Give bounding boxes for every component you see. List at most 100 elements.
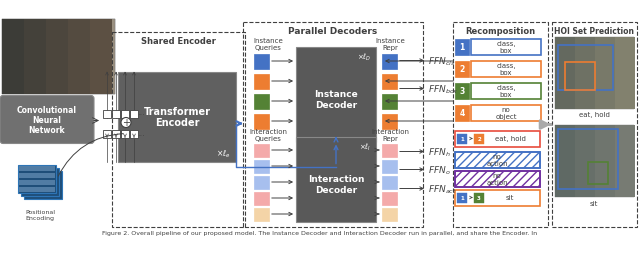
Text: 1: 1 [460,43,465,52]
Text: $\times \ell_D$: $\times \ell_D$ [356,52,371,63]
Bar [455,83,469,99]
Text: 3: 3 [477,195,481,200]
Bar [90,19,112,94]
Text: Interaction
Repr: Interaction Repr [371,129,409,141]
Bar [112,110,120,118]
Text: $FFN_{cls}$: $FFN_{cls}$ [428,55,456,68]
Bar [382,114,397,129]
Bar [243,22,423,227]
Bar [24,171,62,199]
Bar [18,165,56,193]
Bar [558,129,618,189]
Bar [455,105,469,121]
Bar [19,166,55,171]
Text: class,
box: class, box [496,41,516,54]
Text: 3: 3 [460,87,465,96]
Bar [457,193,467,203]
Text: $\times \ell_I$: $\times \ell_I$ [359,141,371,152]
Text: eat, hold: eat, hold [579,112,609,118]
Text: 2: 2 [477,136,481,141]
Bar [474,134,484,144]
Text: Interaction
Decoder: Interaction Decoder [308,174,364,194]
Bar [455,152,540,168]
Bar [254,176,269,189]
Bar [2,19,24,94]
Bar [552,22,637,227]
Bar [121,130,129,138]
Bar [254,114,269,129]
Bar [595,37,615,109]
Text: sit: sit [506,195,514,201]
Text: Instance
Decoder: Instance Decoder [314,90,358,109]
Text: 4: 4 [460,108,465,118]
Bar [112,32,245,227]
Bar [471,105,541,121]
Bar [555,37,575,109]
Bar [254,160,269,173]
Text: sit: sit [590,200,598,206]
Bar [474,193,484,203]
Bar [130,110,138,118]
Bar [455,190,540,206]
Bar [457,134,467,144]
Bar [565,62,595,90]
Bar [24,19,46,94]
Text: HOI Set Prediction: HOI Set Prediction [554,27,634,36]
Bar [555,125,634,197]
Text: 1: 1 [460,136,464,141]
Text: $\times \ell_e$: $\times \ell_e$ [216,148,231,160]
Bar [555,37,634,109]
Bar [382,192,397,205]
Bar [455,61,469,77]
Bar [558,45,613,90]
Text: no
object: no object [495,107,516,120]
Text: Shared Encoder: Shared Encoder [141,37,216,46]
Bar [471,83,541,99]
Bar [254,208,269,221]
Bar [296,137,376,222]
Bar [382,74,397,89]
Bar [21,168,59,196]
Text: Convolutional
Neural
Network: Convolutional Neural Network [17,105,77,135]
Bar [455,152,540,168]
Text: no
action: no action [486,153,508,166]
Text: +: + [122,118,130,128]
Bar [575,125,595,197]
Bar [382,94,397,109]
Bar [588,162,608,184]
Bar [19,180,55,185]
Bar [254,94,269,109]
Bar [118,72,236,162]
Text: ...: ... [137,108,145,117]
Bar [471,39,541,55]
Bar [2,19,115,94]
Bar [555,125,575,197]
Text: Transformer
Encoder: Transformer Encoder [143,106,211,128]
Bar [615,37,635,109]
Bar [103,130,111,138]
Bar [254,192,269,205]
Bar [19,187,55,192]
Text: $FFN_{act}$: $FFN_{act}$ [428,183,457,195]
Bar [382,176,397,189]
Bar [130,130,138,138]
Text: ...: ... [137,129,145,137]
Bar [455,39,469,55]
Bar [296,47,376,142]
Bar [254,54,269,69]
Bar [103,110,111,118]
Bar [254,74,269,89]
Bar [382,144,397,157]
Bar [471,61,541,77]
Bar [254,144,269,157]
Text: Interaction
Queries: Interaction Queries [249,129,287,141]
Bar [615,125,635,197]
Text: Parallel Decoders: Parallel Decoders [289,27,378,36]
Text: Positional
Encoding: Positional Encoding [25,209,55,220]
Bar [19,173,55,178]
Text: class,
box: class, box [496,63,516,76]
Bar [455,171,540,187]
Bar [575,37,595,109]
Text: 1: 1 [460,195,464,200]
Bar [455,131,540,147]
